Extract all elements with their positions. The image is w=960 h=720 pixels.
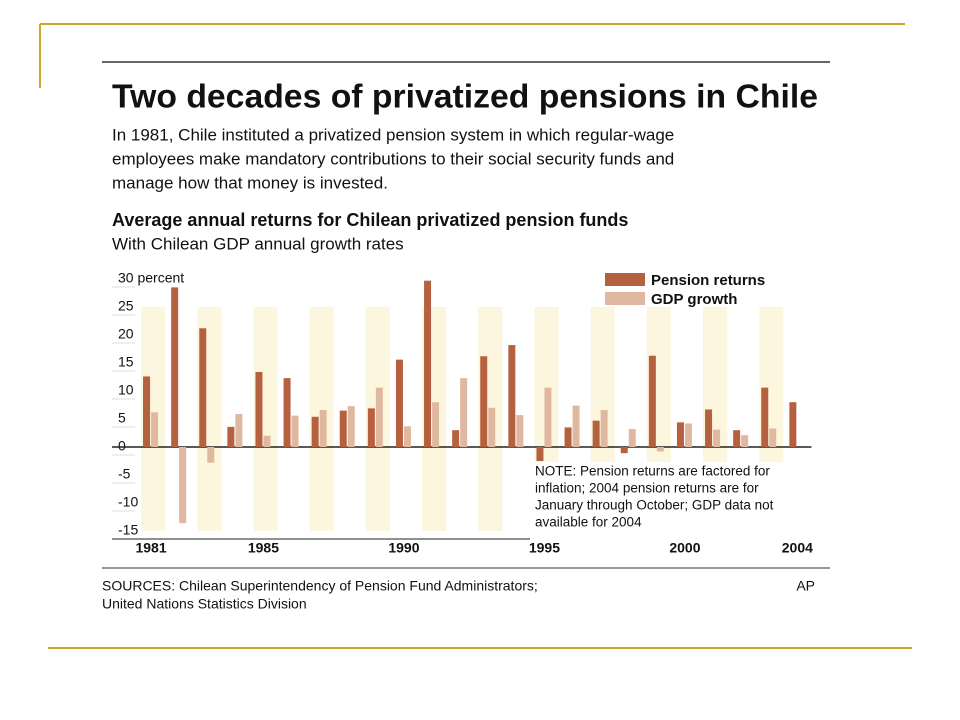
y-tick-label: 0 [118, 438, 126, 454]
x-tick-label: 2004 [782, 540, 813, 556]
y-tick-label: 30 percent [118, 270, 184, 286]
bar [460, 378, 468, 447]
bar [564, 427, 572, 447]
bar [628, 429, 636, 447]
bar [648, 355, 656, 447]
bar [424, 280, 432, 447]
bar [235, 413, 243, 447]
bar [263, 435, 271, 447]
bar [255, 371, 263, 447]
note-box [530, 462, 820, 540]
x-tick-label: 1995 [529, 540, 560, 556]
bar [544, 387, 552, 447]
bar [705, 409, 713, 447]
bar [713, 429, 721, 447]
y-tick-label: 5 [118, 410, 126, 426]
bar [733, 430, 741, 447]
chart-title: Average annual returns for Chilean priva… [112, 210, 628, 230]
bar [676, 422, 684, 447]
bar [347, 406, 355, 447]
bar [199, 328, 207, 447]
x-tick-label: 2000 [669, 540, 700, 556]
note-line: inflation; 2004 pension returns are for [535, 481, 759, 496]
bar [480, 356, 488, 447]
legend-swatch [605, 273, 645, 286]
bar [769, 428, 777, 447]
y-tick-label: 20 [118, 326, 134, 342]
intro-line: In 1981, Chile instituted a privatized p… [112, 125, 674, 144]
bar [488, 407, 496, 447]
bar [508, 345, 516, 447]
y-tick-label: 25 [118, 298, 134, 314]
bar [143, 376, 151, 447]
bar [319, 410, 327, 447]
x-tick-label: 1990 [388, 540, 419, 556]
note-line: available for 2004 [535, 515, 642, 530]
bar [656, 447, 664, 452]
bar [171, 287, 179, 447]
y-tick-label: -5 [118, 466, 131, 482]
source-line: United Nations Statistics Division [102, 596, 307, 612]
bar [592, 420, 600, 447]
note-line: NOTE: Pension returns are factored for [535, 464, 770, 479]
y-tick-label: -10 [118, 494, 138, 510]
intro-line: employees make mandatory contributions t… [112, 149, 674, 168]
bar [741, 435, 749, 447]
bar [403, 426, 411, 447]
note-line: January through October; GDP data not [535, 498, 774, 513]
bar [620, 447, 628, 454]
bar [600, 410, 608, 447]
chart-subtitle: With Chilean GDP annual growth rates [112, 234, 404, 253]
bar [536, 447, 544, 461]
credit: AP [796, 578, 815, 594]
bar [452, 430, 460, 447]
bar [179, 447, 187, 524]
bar [572, 405, 580, 447]
bar [375, 387, 383, 447]
bar [761, 387, 769, 447]
legend-label: Pension returns [651, 272, 765, 289]
x-tick-label: 1985 [248, 540, 279, 556]
title: Two decades of privatized pensions in Ch… [112, 78, 818, 115]
legend-label: GDP growth [651, 291, 737, 308]
bar [432, 402, 440, 447]
bar [367, 408, 375, 447]
legend-swatch [605, 292, 645, 305]
bar [151, 412, 159, 447]
y-tick-label: 15 [118, 354, 134, 370]
bar [311, 416, 319, 447]
y-tick-label: 10 [118, 382, 134, 398]
x-tick-label: 1981 [135, 540, 166, 556]
bar [684, 423, 692, 447]
bar [207, 447, 215, 463]
y-tick-label: -15 [118, 522, 138, 538]
bar [789, 402, 797, 447]
bar [395, 359, 403, 447]
source-line: SOURCES: Chilean Superintendency of Pens… [102, 578, 538, 594]
bar [283, 378, 291, 447]
bar [339, 410, 347, 447]
bar [227, 426, 235, 447]
intro-line: manage how that money is invested. [112, 173, 388, 192]
bar [516, 415, 524, 447]
bar [291, 415, 299, 447]
